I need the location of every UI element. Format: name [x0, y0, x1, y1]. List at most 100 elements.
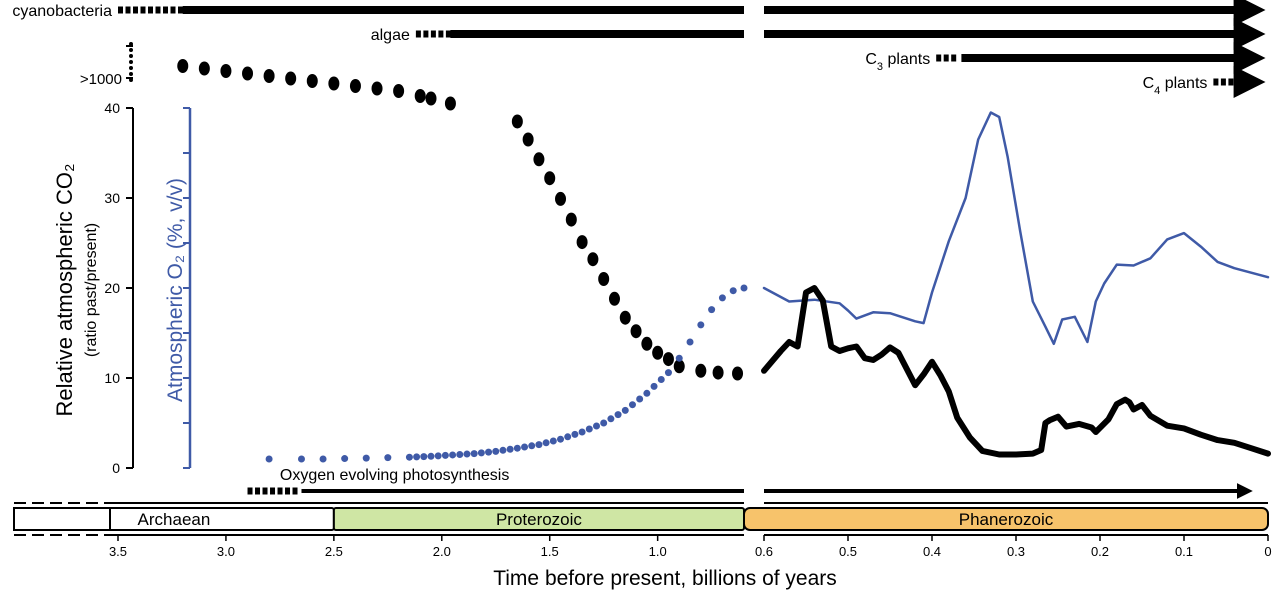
event-dotted-mark: [140, 6, 146, 14]
event-label: C4 plants: [1143, 75, 1208, 97]
o2-data-point: [740, 284, 748, 292]
event-dotted-mark: [178, 6, 183, 14]
era-bar-group: Archaean Proterozoic Phanerozoic: [0, 498, 1269, 542]
co2-data-point: [220, 64, 232, 78]
era-band: [743, 507, 1269, 531]
y-break-label: >1000: [80, 71, 122, 88]
event-dotted-mark: [270, 487, 276, 495]
co2-data-point: [328, 76, 340, 91]
o2-line: [762, 111, 1270, 346]
event-dotted-mark: [247, 487, 253, 495]
o2-data-point: [614, 411, 622, 419]
event-dotted-mark: [1228, 78, 1234, 86]
co2-data-point: [732, 366, 744, 381]
o2-data-point: [578, 428, 586, 436]
y-axis-break-dot: [129, 48, 133, 52]
event-dotted-mark: [430, 30, 436, 38]
o2-data-point: [265, 455, 273, 463]
o2-data-point: [477, 449, 485, 457]
o2-data-point: [413, 453, 421, 461]
o2-data-point: [585, 425, 593, 433]
x-tick-label: 0.4: [923, 544, 941, 559]
o2-data-point: [607, 415, 615, 423]
co2-line: [761, 285, 1271, 458]
o2-data-point: [521, 443, 529, 451]
x-tick-label: 0.2: [1091, 544, 1109, 559]
event-dotted-mark: [415, 30, 421, 38]
y-tick-label: 40: [104, 100, 120, 116]
event-dotted-mark: [133, 6, 138, 14]
y-axis-break-dot: [129, 66, 133, 70]
y-axis-sublabel: (ratio past/present): [83, 223, 100, 357]
o2-data-point: [571, 430, 579, 438]
co2-data-point: [371, 81, 383, 96]
axes-group: 0 10 20 30 40 3.5 3.0 2.5 2.0 1.5 1.0 0.6 0.5 0.4 0.3 0…: [104, 42, 1272, 559]
co2-data-point: [673, 359, 685, 374]
co2-data-point: [285, 71, 297, 86]
o2-data-point: [664, 369, 672, 377]
era-label: Phanerozoic: [959, 510, 1054, 529]
o2-data-point: [628, 401, 636, 409]
o2-data-point: [319, 455, 327, 463]
event-dotted-mark: [148, 6, 153, 14]
o2-data-point: [675, 354, 683, 362]
x-tick-label: 1.5: [541, 544, 559, 559]
event-dotted-mark: [170, 6, 176, 14]
y2-axis-label: Atmospheric O₂ (%, v/v): [164, 178, 187, 402]
o2-data-point: [535, 441, 543, 449]
co2-data-point: [177, 59, 189, 73]
co2-data-point: [522, 132, 534, 147]
era-label: Proterozoic: [496, 510, 582, 529]
co2-data-point: [349, 79, 361, 93]
co2-data-point: [641, 336, 653, 351]
o2-data-point: [718, 294, 726, 302]
o2-data-point: [697, 321, 705, 329]
co2-data-point: [414, 89, 426, 103]
y-axis-break-dot: [129, 72, 133, 76]
event-dotted-mark: [438, 30, 444, 38]
event-dotted-mark: [936, 54, 942, 62]
o2-data-point: [434, 452, 442, 460]
co2-data-point: [444, 96, 456, 111]
co2-data-point: [393, 84, 405, 98]
co2-data-point: [544, 171, 556, 186]
o2-data-point: [420, 453, 428, 461]
co2-data-point: [263, 69, 275, 83]
o2-data-point: [621, 406, 629, 414]
o2-data-point: [405, 453, 413, 461]
event-dotted-mark: [163, 6, 168, 14]
event-dotted-mark: [118, 6, 123, 14]
event-dotted-mark: [277, 487, 283, 495]
event-label: algae: [371, 27, 410, 44]
o2-data-point: [485, 448, 493, 456]
co2-data-point: [608, 291, 620, 306]
series-group: [177, 59, 1271, 463]
event-dotted-mark: [1220, 78, 1226, 86]
co2-data-point: [652, 345, 664, 360]
y-axis-break-dot: [129, 54, 133, 58]
era-band-archaean-extension: [13, 507, 111, 531]
event-label: cyanobacteria: [12, 3, 112, 20]
co2-data-point: [630, 324, 642, 339]
o2-data-point: [600, 419, 608, 427]
x-tick-label: 0.5: [839, 544, 857, 559]
event-dotted-mark: [445, 30, 451, 38]
o2-data-point: [499, 446, 507, 454]
co2-data-point: [619, 310, 631, 325]
o2-data-point: [557, 435, 565, 443]
o2-data-point: [463, 450, 471, 458]
co2-data-point: [555, 191, 567, 206]
y-axis-label: Relative atmospheric CO₂: [52, 163, 77, 416]
co2-data-point: [695, 363, 707, 378]
y-tick-label: 20: [104, 280, 120, 296]
x-tick-label: 1.0: [649, 544, 667, 559]
o2-data-point: [729, 287, 737, 295]
x-axis-label: Time before present, billions of years: [493, 567, 837, 590]
x-tick-label: 3.5: [109, 544, 127, 559]
co2-data-point: [306, 74, 318, 88]
o2-data-point: [456, 451, 464, 458]
x-tick-label: 2.5: [325, 544, 343, 559]
x-tick-label: 0.3: [1007, 544, 1025, 559]
event-dotted-mark: [262, 487, 268, 495]
event-dotted-mark: [423, 30, 429, 38]
